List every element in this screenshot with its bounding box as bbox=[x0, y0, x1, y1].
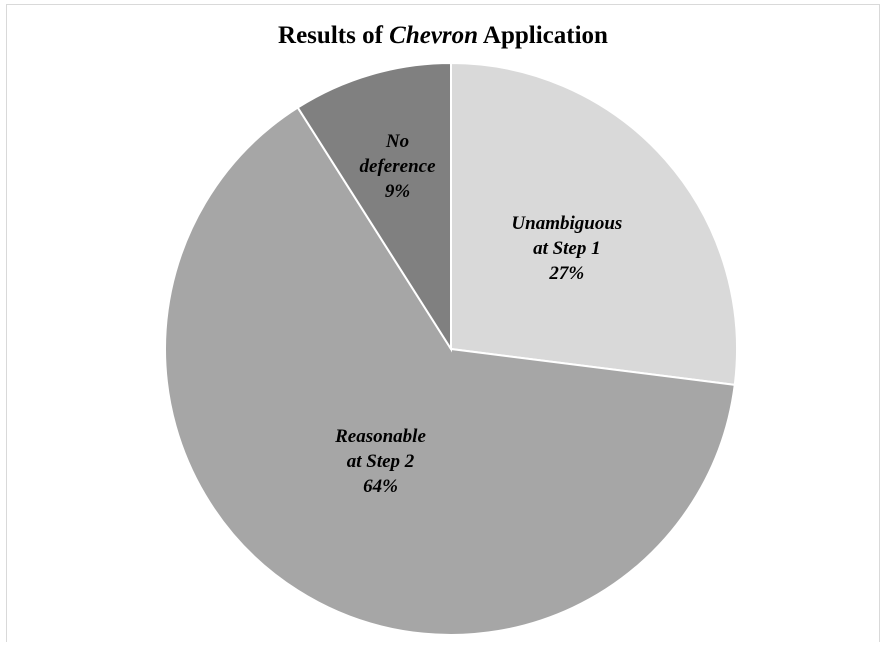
pie-slice-label-line-2-1: deference bbox=[360, 156, 437, 177]
pie-slice-label-line-0-1: at Step 1 bbox=[533, 238, 601, 259]
pie-slice-0 bbox=[450, 61, 738, 386]
pie-slices bbox=[164, 61, 738, 636]
chart-title-emphasis: Chevron bbox=[389, 22, 479, 49]
pie-slice-label-line-0-0: Unambiguous bbox=[511, 213, 622, 234]
pie-slice-value-2: 9% bbox=[385, 181, 410, 202]
chart-title: Results of Chevron Application bbox=[0, 22, 886, 50]
chart-frame bbox=[6, 4, 880, 642]
pie-slice-label-2: No deference 9% bbox=[360, 131, 437, 202]
pie-slice-2 bbox=[296, 61, 452, 353]
chart-title-prefix: Results of bbox=[278, 22, 390, 49]
pie-slice-label-1: Reasonable at Step 2 64% bbox=[334, 426, 426, 497]
pie-slice-value-0: 27% bbox=[548, 263, 584, 284]
pie-slice-label-line-1-0: Reasonable bbox=[334, 426, 426, 447]
pie-slice-1 bbox=[164, 106, 736, 636]
pie-slice-value-1: 64% bbox=[363, 476, 398, 497]
pie-slice-label-0: Unambiguous at Step 1 27% bbox=[511, 213, 622, 284]
chart-title-suffix: Application bbox=[478, 22, 608, 49]
pie-slice-label-line-2-0: No bbox=[385, 131, 409, 152]
pie-labels: Unambiguous at Step 1 27% Reasonable at Step… bbox=[334, 131, 622, 497]
pie-slice-label-line-1-1: at Step 2 bbox=[347, 451, 415, 472]
